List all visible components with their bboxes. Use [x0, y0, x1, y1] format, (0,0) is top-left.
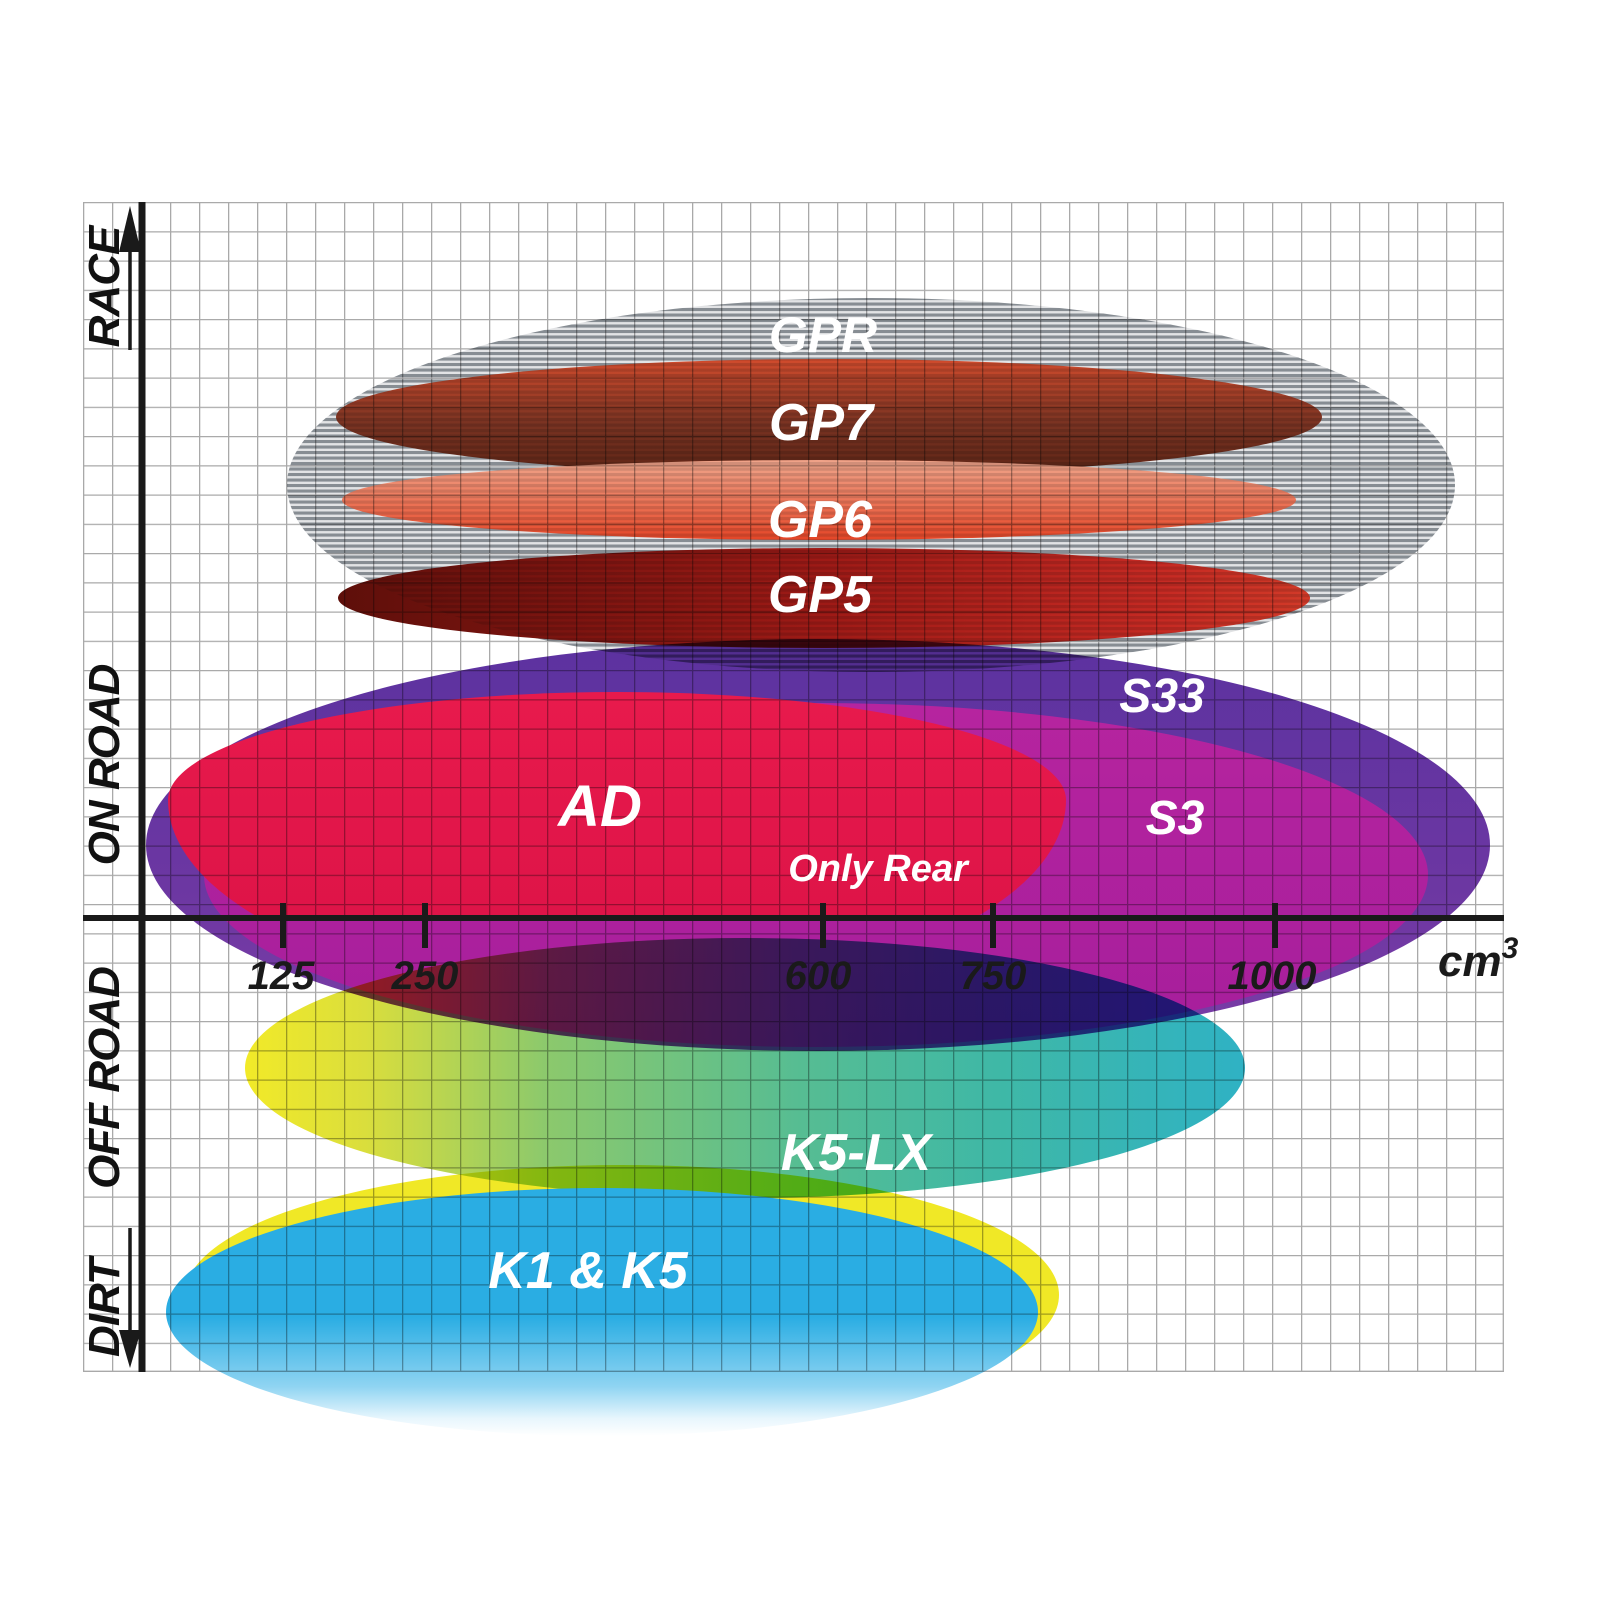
k1k5-label: K1 & K5 [488, 1242, 688, 1300]
x-tick-600: 600 [785, 954, 852, 998]
s33-label: S33 [1119, 670, 1205, 723]
race-arrow-up-icon [119, 206, 141, 252]
y-label-on-road: ON ROAD [80, 664, 129, 865]
only-rear-label: Only Rear [788, 848, 970, 890]
y-axis-line [138, 202, 146, 1372]
grid [83, 202, 1504, 1372]
gp5-label: GP5 [768, 566, 873, 624]
tick-250 [422, 903, 428, 948]
tick-1000 [1272, 903, 1278, 948]
s3-label: S3 [1146, 792, 1205, 845]
axes [83, 202, 1504, 1372]
x-tick-750: 750 [960, 954, 1027, 998]
ad-label: AD [556, 774, 642, 839]
product-labels: GPR GP7 GP6 GP5 S33 S3 AD Only Rear K5-L… [488, 307, 1205, 1300]
x-tick-labels: 125 250 600 750 1000 cm3 [248, 932, 1519, 998]
x-tick-250: 250 [391, 954, 459, 998]
axis-arrows [119, 206, 141, 1368]
dirt-arrow-down-icon [119, 1330, 141, 1368]
k5lx-label: K5-LX [781, 1124, 935, 1182]
gpr-label: GPR [769, 307, 877, 363]
x-axis-line [83, 915, 1504, 921]
y-label-dirt: DIRT [80, 1255, 129, 1357]
gp6-label: GP6 [768, 491, 873, 549]
tick-600 [820, 903, 826, 948]
x-unit-label: cm3 [1438, 932, 1519, 986]
x-tick-125: 125 [248, 954, 315, 998]
grid-area [83, 202, 1504, 1372]
x-unit-sup3: 3 [1502, 932, 1519, 965]
x-tick-1000: 1000 [1228, 954, 1317, 998]
tick-750 [990, 903, 996, 948]
y-label-race: RACE [80, 224, 129, 347]
x-unit-cm: cm [1438, 937, 1502, 986]
gp7-label: GP7 [769, 394, 875, 452]
y-label-off-road: OFF ROAD [80, 967, 129, 1189]
tick-125 [280, 903, 286, 948]
